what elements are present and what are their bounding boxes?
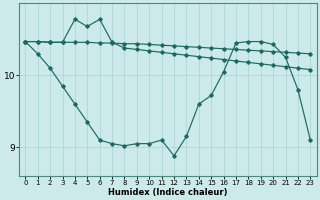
X-axis label: Humidex (Indice chaleur): Humidex (Indice chaleur): [108, 188, 228, 197]
